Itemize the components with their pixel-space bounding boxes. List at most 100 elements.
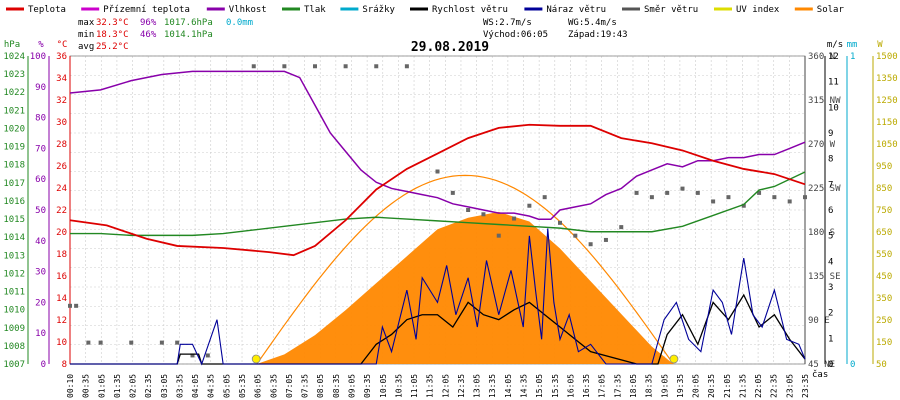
- x-tick-label: 23:35: [801, 374, 810, 398]
- axis-tick-hpa: 1008: [3, 342, 25, 352]
- axis-tick-wm2: 450: [876, 272, 892, 282]
- x-tick-label: 06:05: [254, 374, 263, 398]
- axis-tick-direction: 135 SE: [808, 272, 841, 282]
- axis-tick-mm: 0: [850, 360, 855, 370]
- series-direction-point: [129, 340, 134, 345]
- legend-label-6: Náraz větru: [546, 5, 606, 15]
- x-tick-label: 14:35: [520, 374, 529, 398]
- stat-avg-label: avg: [78, 42, 94, 52]
- axis-tick-celsius: 26: [56, 162, 67, 172]
- axis-unit-wm2: W: [877, 40, 883, 50]
- x-tick-label: 09:05: [347, 374, 356, 398]
- x-tick-label: 06:35: [269, 374, 278, 398]
- stat-min-hum: 46%: [140, 30, 157, 40]
- stat-rain: 0.0mm: [226, 18, 253, 28]
- axis-tick-celsius: 36: [56, 52, 67, 62]
- axis-tick-celsius: 8: [62, 360, 67, 370]
- axis-tick-percent: 60: [35, 175, 46, 185]
- axis-tick-ms: 12: [828, 52, 839, 62]
- axis-tick-percent: 90: [35, 83, 46, 93]
- axis-tick-percent: 100: [30, 52, 46, 62]
- series-direction-point: [450, 190, 455, 195]
- x-tick-label: 10:05: [379, 374, 388, 398]
- axis-tick-hpa: 1022: [3, 88, 25, 98]
- series-direction-point: [711, 199, 716, 204]
- axis-tick-celsius: 30: [56, 118, 67, 128]
- axis-tick-ms: 11: [828, 78, 839, 88]
- axis-unit-celsius: °C: [57, 40, 68, 50]
- axis-tick-wm2: 1350: [876, 74, 898, 84]
- plot-area: [68, 64, 807, 366]
- series-direction-point: [98, 340, 103, 345]
- axis-tick-wm2: 650: [876, 228, 892, 238]
- series-solar-theoretical: [256, 174, 674, 365]
- x-tick-label: 13:05: [473, 374, 482, 398]
- x-tick-label: 21:35: [738, 374, 747, 398]
- x-tick-label: 04:35: [207, 374, 216, 398]
- series-direction-point: [282, 64, 287, 69]
- series-direction-point: [68, 303, 72, 308]
- axis-tick-ms: 6: [828, 206, 833, 216]
- series-direction-point: [527, 203, 532, 208]
- series-direction-point: [205, 353, 210, 358]
- axis-tick-mm: 1: [850, 52, 855, 62]
- axis-tick-celsius: 32: [56, 96, 67, 106]
- axis-tick-percent: 20: [35, 298, 46, 308]
- legend-label-9: Solar: [817, 5, 845, 15]
- stat-sunrise: Východ:06:05: [483, 30, 548, 40]
- axis-tick-ms: 7: [828, 180, 833, 190]
- axis-tick-celsius: 12: [56, 316, 67, 326]
- stat-min-press: 1014.1hPa: [164, 30, 213, 40]
- x-tick-label: 00:35: [82, 374, 91, 398]
- series-direction-point: [619, 225, 624, 230]
- axis-tick-ms: 5: [828, 232, 833, 242]
- stat-ws: WS:2.7m/s: [483, 18, 532, 28]
- x-tick-label: 16:05: [566, 374, 575, 398]
- x-tick-label: 23:05: [785, 374, 794, 398]
- legend-label-7: Směr větru: [644, 5, 698, 15]
- x-tick-label: 22:05: [754, 374, 763, 398]
- axis-tick-hpa: 1012: [3, 269, 25, 279]
- axis-tick-wm2: 1250: [876, 96, 898, 106]
- x-tick-label: 03:05: [160, 374, 169, 398]
- x-tick-label: 20:05: [692, 374, 701, 398]
- x-tick-label: 15:05: [535, 374, 544, 398]
- stat-max-label: max: [78, 18, 95, 28]
- axis-tick-percent: 80: [35, 114, 46, 124]
- series-direction-point: [757, 190, 762, 195]
- x-tick-label: 08:35: [332, 374, 341, 398]
- x-tick-label: 02:05: [129, 374, 138, 398]
- series-direction-point: [588, 242, 593, 247]
- series-direction-point: [175, 340, 180, 345]
- x-tick-label: 01:35: [113, 374, 122, 398]
- legend-label-2: Vlhkost: [229, 5, 267, 15]
- x-tick-label: 08:05: [316, 374, 325, 398]
- chart-title: 29.08.2019: [411, 40, 489, 55]
- x-tick-label: 21:05: [723, 374, 732, 398]
- axis-tick-celsius: 16: [56, 272, 67, 282]
- series-direction-point: [542, 195, 547, 200]
- series-tlak: [70, 171, 806, 237]
- axis-tick-celsius: 24: [56, 184, 67, 194]
- axis-tick-hpa: 1010: [3, 306, 25, 316]
- axis-tick-celsius: 28: [56, 140, 67, 150]
- axis-unit-mm: mm: [847, 40, 858, 50]
- series-direction-point: [603, 237, 608, 242]
- x-tick-label: 00:10: [66, 374, 75, 398]
- axis-tick-wm2: 250: [876, 316, 892, 326]
- x-tick-label: 19:35: [676, 374, 685, 398]
- axis-tick-ms: 0: [828, 360, 833, 370]
- axes: hPa1024102310221021102010191018101710161…: [3, 40, 897, 370]
- stat-wg: WG:5.4m/s: [568, 18, 617, 28]
- sunset-marker: [669, 354, 679, 364]
- axis-tick-direction: 180 S: [808, 228, 835, 238]
- axis-tick-celsius: 20: [56, 228, 67, 238]
- axis-tick-hpa: 1013: [3, 251, 25, 261]
- x-tick-label: 01:05: [97, 374, 106, 398]
- series-direction-point: [665, 190, 670, 195]
- x-tick-label: 05:05: [222, 374, 231, 398]
- legend-label-3: Tlak: [304, 5, 326, 15]
- axis-unit-percent: %: [38, 40, 44, 50]
- stat-max-hum: 96%: [140, 18, 157, 28]
